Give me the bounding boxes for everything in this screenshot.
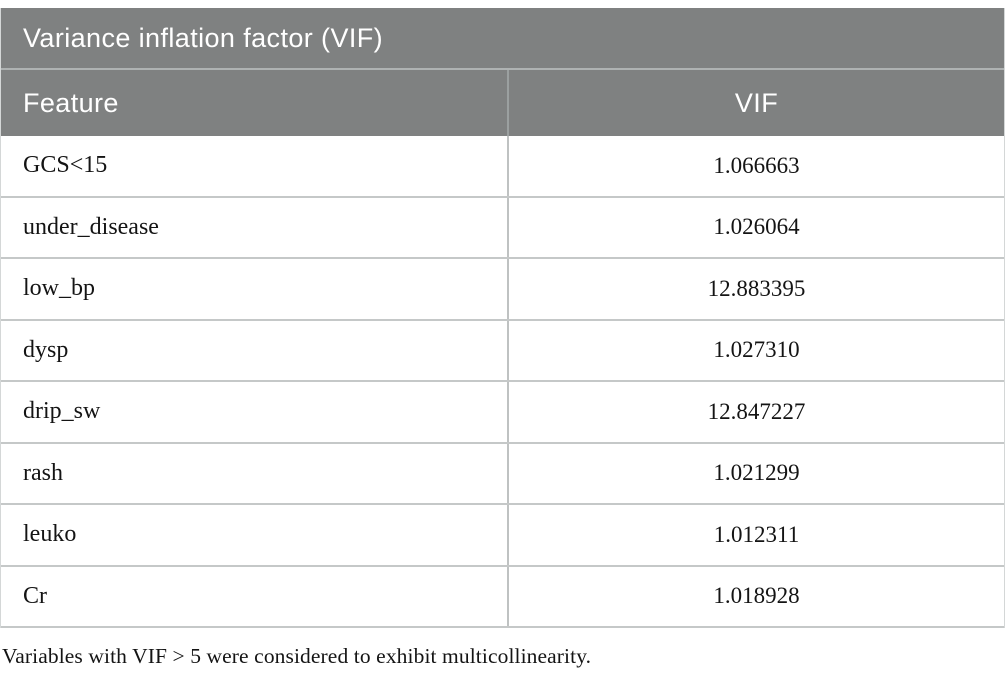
feature-cell: under_disease	[1, 197, 509, 257]
vif-cell: 1.026064	[713, 214, 800, 240]
table-title-bar: Variance inflation factor (VIF)	[1, 8, 1004, 70]
vif-cell: 1.018928	[713, 583, 800, 609]
vif-cell: 1.027310	[713, 337, 800, 363]
vif-cell: 1.066663	[713, 152, 800, 178]
vif-cell: 12.883395	[707, 275, 806, 301]
table-row: GCS<15 1.066663	[1, 136, 1004, 198]
table-row: drip_sw 12.847227	[1, 382, 1004, 444]
feature-cell: dysp	[1, 320, 509, 380]
table-row: low_bp 12.883395	[1, 259, 1004, 321]
vif-table: Variance inflation factor (VIF) Feature …	[0, 8, 1005, 628]
feature-cell: GCS<15	[1, 136, 509, 196]
column-header-feature: Feature	[1, 70, 509, 136]
feature-cell: drip_sw	[1, 382, 509, 442]
vif-cell: 12.847227	[707, 398, 806, 424]
table-title: Variance inflation factor (VIF)	[23, 22, 384, 53]
table-row: Cr 1.018928	[1, 566, 1004, 628]
table-row: under_disease 1.026064	[1, 197, 1004, 259]
feature-cell: low_bp	[1, 259, 509, 319]
feature-cell: Cr	[1, 566, 509, 626]
vif-cell: 1.012311	[713, 521, 800, 547]
table-footnote: Variables with VIF > 5 were considered t…	[2, 644, 592, 668]
table-row: leuko 1.012311	[1, 505, 1004, 567]
column-header-vif: VIF	[734, 87, 779, 118]
feature-cell: rash	[1, 443, 509, 503]
table-header-row: Feature VIF	[1, 70, 1004, 136]
table-row: dysp 1.027310	[1, 320, 1004, 382]
feature-cell: leuko	[1, 505, 509, 565]
table-row: rash 1.021299	[1, 443, 1004, 505]
vif-cell: 1.021299	[713, 460, 800, 486]
